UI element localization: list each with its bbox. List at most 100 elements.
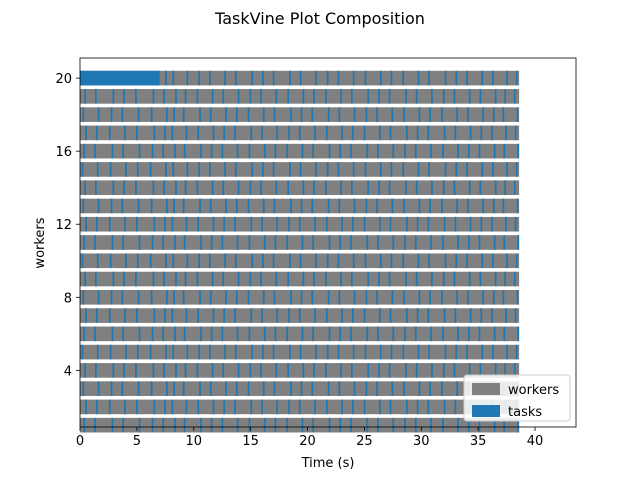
task-bar [162,326,165,342]
task-bar [108,216,111,232]
task-bar [467,235,470,250]
task-bar [162,235,165,250]
task-bar [237,89,240,104]
task-bar [402,344,405,360]
task-bar [406,216,408,232]
task-bar [468,180,471,196]
task-bar [378,399,381,415]
task-bar [111,235,114,250]
task-bar [505,216,507,232]
task-bar [153,125,156,141]
task-bar [467,198,469,214]
task-bar [111,417,114,433]
task-bar [494,180,497,196]
task-bar [96,162,99,177]
task-bar [262,198,265,214]
task-bar [163,271,165,287]
task-bar [389,216,392,232]
legend: workers tasks [463,374,571,422]
task-bar [174,417,176,433]
task-bar [81,344,84,360]
task-bar [108,125,111,141]
task-bar [274,235,277,250]
task-bar [337,253,340,269]
task-bar [135,180,137,196]
task-bar [418,198,421,214]
task-bar [515,162,518,177]
task-bar [121,381,124,396]
task-bar [328,143,331,159]
task-bar [338,289,341,305]
task-bar [166,289,168,305]
task-bar [390,162,393,177]
worker-bar-13 [80,198,520,214]
task-bar [406,399,408,415]
task-bar [276,399,279,415]
task-bar [171,125,174,141]
task-bar [110,198,113,214]
task-bar [108,399,111,415]
task-bar [164,125,166,141]
task-bar [364,70,367,86]
task-bar [111,143,114,159]
task-bar [109,162,112,177]
task-bar [274,417,277,433]
task-bar [379,162,382,177]
task-bar [186,344,189,360]
task-bar [237,180,240,196]
task-bar [260,180,262,196]
task-bar [418,107,421,122]
task-bar [82,289,85,305]
task-bar [443,308,446,323]
worker-bars [80,70,520,433]
task-bar [223,308,226,323]
task-bar [415,271,418,287]
task-bar [198,253,201,269]
y-tick-label: 12 [55,218,72,233]
task-bar [378,308,381,323]
task-bar [111,326,114,342]
task-bar [337,70,340,86]
task-bar [223,216,226,232]
task-bar [516,198,519,214]
task-bar [366,326,369,342]
task-bar [502,107,505,122]
task-bar [366,235,369,250]
task-bar [210,235,213,250]
task-bar [172,70,175,86]
task-bar [491,308,493,323]
task-bar [81,162,84,177]
task-bar [364,253,367,269]
task-bar [175,363,177,378]
task-bar [513,89,516,104]
task-bar [517,235,520,250]
task-bar [261,399,263,415]
task-bar [299,162,302,177]
task-bar [390,344,393,360]
task-bar [389,399,392,415]
task-bar [250,125,253,141]
task-bar [313,89,315,104]
task-bar [492,198,495,214]
task-bar [263,235,266,250]
task-bar [135,89,137,104]
task-bar [466,162,468,177]
task-bar [328,326,331,342]
task-bar [404,326,406,342]
task-bar [367,180,370,196]
task-bar [311,289,314,305]
task-bar [298,125,301,141]
task-bar [200,235,202,250]
task-bar [95,216,98,232]
task-bar [480,216,483,232]
task-bar [378,216,381,232]
task-bar [467,143,470,159]
x-tick-label: 5 [133,434,141,449]
task-bar [429,381,431,396]
task-bar [290,289,292,305]
task-bar [376,107,378,122]
task-bar [402,253,405,269]
task-bar [223,125,226,141]
task-bar [479,271,482,287]
task-bar [427,308,430,323]
